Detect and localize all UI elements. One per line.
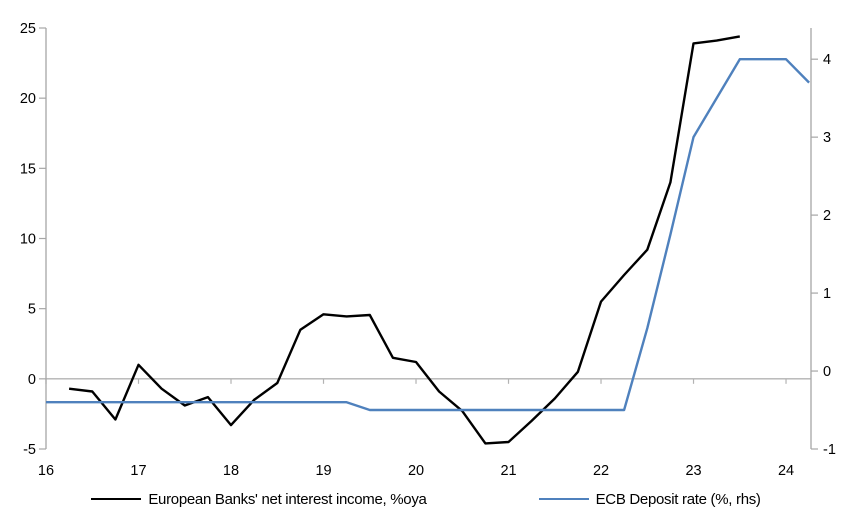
- x-axis-tick-label: 24: [778, 463, 794, 479]
- left-axis-tick-label: -5: [23, 442, 36, 458]
- x-axis-tick-label: 20: [408, 463, 424, 479]
- x-axis-tick-label: 21: [500, 463, 516, 479]
- x-axis-tick-label: 18: [223, 463, 239, 479]
- right-axis-tick-label: 2: [823, 208, 831, 224]
- series-line-1: [46, 58, 810, 412]
- x-axis-tick-label: 17: [130, 463, 146, 479]
- left-axis-tick-label: 0: [28, 372, 36, 388]
- left-axis-tick-label: 15: [20, 161, 36, 177]
- right-axis-tick-label: 0: [823, 364, 831, 380]
- x-axis-tick-label: 19: [315, 463, 331, 479]
- legend-label-net-interest-income: European Banks' net interest income, %oy…: [148, 490, 427, 508]
- right-axis-tick-label: 1: [823, 286, 831, 302]
- legend-swatch-1: [538, 498, 589, 500]
- legend-item-ecb-deposit-rate: ECB Deposit rate (%, rhs): [538, 490, 761, 508]
- left-axis-tick-label: 20: [20, 91, 36, 107]
- legend-item-net-interest-income: European Banks' net interest income, %oy…: [91, 490, 427, 508]
- right-axis-tick-label: 4: [823, 52, 831, 68]
- series-line-0: [68, 35, 741, 445]
- legend-label-ecb-deposit-rate: ECB Deposit rate (%, rhs): [595, 490, 761, 508]
- left-axis-tick-label: 10: [20, 232, 36, 248]
- right-axis-tick-label: 3: [823, 130, 831, 146]
- x-axis-tick-label: 23: [685, 463, 701, 479]
- left-axis-tick-label: 5: [28, 302, 36, 318]
- x-axis-tick-label: 16: [38, 463, 54, 479]
- left-axis-tick-label: 25: [20, 21, 36, 37]
- legend-swatch-0: [91, 498, 142, 500]
- chart-legend: European Banks' net interest income, %oy…: [0, 487, 852, 511]
- right-axis-tick-label: -1: [823, 442, 836, 458]
- x-axis-tick-label: 22: [593, 463, 609, 479]
